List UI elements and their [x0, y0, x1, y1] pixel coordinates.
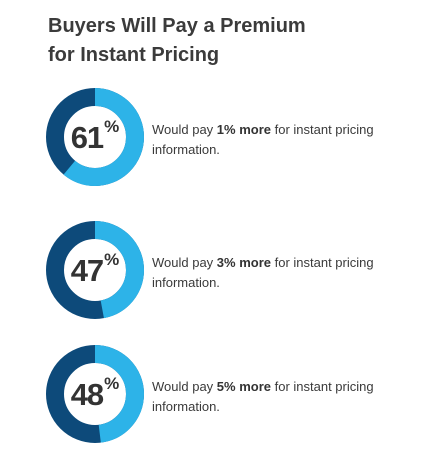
desc-prefix-1: Would pay [152, 122, 217, 137]
desc-suffix-3: for instant pricing information. [152, 379, 374, 414]
desc-suffix-2: for instant pricing information. [152, 255, 374, 290]
donut-label-2: 47% [46, 221, 144, 319]
percent-value-1: 61 [70, 119, 104, 155]
stat-description-3: Would pay 5% more for instant pricing in… [152, 377, 412, 417]
desc-highlight-2: 3% more [216, 255, 271, 270]
stat-description-2: Would pay 3% more for instant pricing in… [152, 253, 412, 293]
donut-label-3: 48% [46, 345, 144, 443]
donut-chart-2 [46, 221, 144, 319]
title-line-1: Buyers Will Pay a Premium [48, 15, 306, 37]
desc-prefix-2: Would pay [152, 255, 217, 270]
stat-description-1: Would pay 1% more for instant pricing in… [152, 120, 412, 160]
desc-highlight-1: 1% more [216, 122, 271, 137]
donut-value-arc-2 [46, 221, 144, 319]
desc-suffix-1: for instant pricing information. [152, 122, 374, 157]
percent-value-3: 48 [70, 376, 104, 412]
donut-chart-1 [46, 88, 144, 186]
donut-label-1: 61% [46, 88, 144, 186]
percent-sign-1: % [104, 117, 120, 136]
desc-prefix-3: Would pay [152, 379, 217, 394]
stat-row-3: 48% Would pay 5% more for instant pricin… [46, 345, 426, 445]
desc-highlight-3: 5% more [216, 379, 271, 394]
chart-title: Buyers Will Pay a Premium for Instant Pr… [48, 12, 306, 70]
donut-chart-3 [46, 345, 144, 443]
stat-row-2: 47% Would pay 3% more for instant pricin… [46, 221, 426, 321]
stat-row-1: 61% Would pay 1% more for instant pricin… [46, 88, 426, 188]
title-line-2: for Instant Pricing [48, 44, 220, 66]
percent-sign-2: % [104, 250, 120, 269]
donut-value-arc-1 [46, 88, 144, 186]
donut-value-arc-3 [46, 345, 144, 443]
percent-value-2: 47 [70, 252, 104, 288]
percent-sign-3: % [104, 374, 120, 393]
